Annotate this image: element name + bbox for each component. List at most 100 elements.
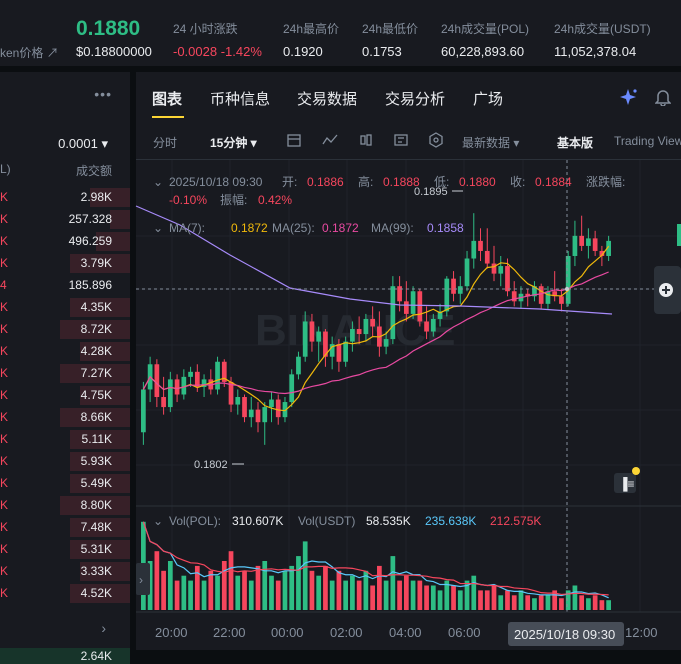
trade-row: K 8.80K bbox=[0, 495, 130, 516]
stat-high-value: 0.1920 bbox=[283, 44, 323, 59]
tab-square[interactable]: 广场 bbox=[473, 91, 504, 108]
precision-select[interactable]: 0.0001 ▾ bbox=[58, 136, 108, 151]
basic-version-button[interactable]: 基本版 bbox=[557, 136, 594, 150]
trade-price: K bbox=[0, 410, 9, 424]
col-price-header: L) bbox=[0, 162, 11, 176]
trade-row: K 4.28K bbox=[0, 341, 130, 362]
stat-vol-pol-label: 24h成交量(POL) bbox=[441, 22, 530, 36]
tab-chart[interactable]: 图表 bbox=[152, 91, 183, 108]
trade-row: K 4.52K bbox=[0, 583, 130, 604]
trade-amount: 5.31K bbox=[80, 542, 112, 556]
depth-bar bbox=[80, 562, 130, 581]
depth-bar bbox=[70, 540, 130, 559]
depth-bar bbox=[80, 342, 130, 361]
toolbar-divider bbox=[136, 159, 681, 160]
trade-price: 4 bbox=[0, 278, 7, 292]
depth-bar bbox=[70, 298, 130, 317]
chart-tabs: 图表 币种信息 交易数据 交易分析 广场 bbox=[136, 72, 681, 120]
depth-bar bbox=[80, 386, 130, 405]
trade-price: K bbox=[0, 498, 9, 512]
trade-amount: 3.33K bbox=[80, 564, 112, 578]
stat-vol-usdt-value: 11,052,378.04 bbox=[554, 44, 637, 59]
trade-price: K bbox=[0, 564, 9, 578]
line-tool-icon[interactable] bbox=[322, 132, 338, 148]
trade-amount: 4.52K bbox=[80, 586, 112, 600]
stat-vol-usdt-label: 24h成交量(USDT) bbox=[554, 22, 651, 36]
candle-type-icon[interactable] bbox=[358, 132, 374, 148]
tab-coin-info[interactable]: 币种信息 bbox=[210, 91, 271, 108]
chart-panel: 图表 币种信息 交易数据 交易分析 广场 分时 15分钟 ▾ bbox=[136, 72, 681, 650]
trade-row: K 3.79K bbox=[0, 253, 130, 274]
depth-bar bbox=[70, 452, 130, 471]
depth-bar bbox=[60, 320, 130, 339]
trade-row: K 7.27K bbox=[0, 363, 130, 384]
trade-amount: 2.98K bbox=[80, 190, 112, 204]
trade-price: K bbox=[0, 454, 9, 468]
trade-row: 4 185.896 bbox=[0, 275, 130, 296]
depth-bar bbox=[90, 188, 130, 207]
trade-row: K 496.259 bbox=[0, 231, 130, 252]
trade-price: K bbox=[0, 476, 9, 490]
stat-vol-pol-value: 60,228,893.60 bbox=[441, 44, 525, 59]
trade-amount: 4.35K bbox=[80, 300, 112, 314]
interval-select[interactable]: 15分钟 ▾ bbox=[210, 136, 257, 150]
tab-trade-analysis[interactable]: 交易分析 bbox=[385, 91, 446, 108]
stat-low-value: 0.1753 bbox=[362, 44, 402, 59]
trade-price: K bbox=[0, 322, 9, 336]
change-abs: -0.0028 bbox=[173, 44, 218, 59]
latest-data-select[interactable]: 最新数据 ▾ bbox=[462, 136, 520, 150]
bottom-trade-amount: 2.64K bbox=[80, 649, 112, 663]
price-label-link[interactable]: ken价格 ↗ bbox=[0, 46, 59, 60]
stat-change-label: 24 小时涨跌 bbox=[173, 22, 238, 36]
trade-amount: 5.11K bbox=[81, 432, 112, 446]
trade-price: K bbox=[0, 586, 9, 600]
trade-amount: 7.48K bbox=[80, 520, 112, 534]
indicators-icon[interactable] bbox=[393, 132, 409, 148]
trade-price: K bbox=[0, 212, 9, 226]
depth-bar bbox=[110, 210, 130, 229]
trade-amount: 5.49K bbox=[80, 476, 112, 490]
trade-amount: 257.328 bbox=[68, 212, 112, 226]
trade-amount: 8.80K bbox=[80, 498, 112, 512]
settings-hex-icon[interactable] bbox=[428, 132, 444, 148]
trade-amount: 3.79K bbox=[80, 256, 112, 270]
trade-amount: 7.27K bbox=[80, 366, 112, 380]
trade-price: K bbox=[0, 542, 9, 556]
trade-row: K 4.35K bbox=[0, 297, 130, 318]
bell-icon[interactable] bbox=[655, 88, 671, 106]
last-price: 0.1880 bbox=[76, 17, 141, 40]
depth-bar bbox=[60, 408, 130, 427]
trade-row: K 5.31K bbox=[0, 539, 130, 560]
depth-bar bbox=[70, 518, 130, 537]
depth-bar bbox=[70, 254, 130, 273]
trade-amount: 4.75K bbox=[80, 388, 112, 402]
trade-price: K bbox=[0, 366, 9, 380]
stat-change-value: -0.0028 -1.42% bbox=[173, 44, 262, 59]
trade-price: K bbox=[0, 344, 9, 358]
tab-trade-data[interactable]: 交易数据 bbox=[297, 91, 358, 108]
depth-bar bbox=[70, 584, 130, 603]
trade-price: K bbox=[0, 520, 9, 534]
trade-amount: 8.72K bbox=[80, 322, 112, 336]
chevron-right-icon[interactable]: › bbox=[101, 620, 106, 636]
more-options-icon[interactable]: ••• bbox=[94, 86, 112, 102]
trade-row: K 2.98K bbox=[0, 187, 130, 208]
bottom-trade-row: 2.64K bbox=[0, 648, 130, 664]
stat-low-label: 24h最低价 bbox=[362, 22, 419, 36]
depth-bar bbox=[60, 364, 130, 383]
trade-amount: 5.93K bbox=[80, 454, 112, 468]
depth-bar bbox=[70, 474, 130, 493]
time-mode-button[interactable]: 分时 bbox=[153, 136, 178, 150]
trade-amount: 4.28K bbox=[80, 344, 112, 358]
trade-amount: 496.259 bbox=[68, 234, 112, 248]
ai-sparkle-icon[interactable] bbox=[620, 88, 638, 106]
trade-amount: 185.896 bbox=[68, 278, 112, 292]
trade-price: K bbox=[0, 234, 9, 248]
calendar-icon[interactable] bbox=[286, 132, 302, 148]
col-amount-header: 成交额 bbox=[75, 164, 112, 178]
depth-bar bbox=[96, 232, 130, 251]
trade-row: K 5.11K bbox=[0, 429, 130, 450]
tradingview-button[interactable]: Trading View bbox=[614, 134, 681, 148]
trade-row: K 8.72K bbox=[0, 319, 130, 340]
trade-price: K bbox=[0, 432, 9, 446]
